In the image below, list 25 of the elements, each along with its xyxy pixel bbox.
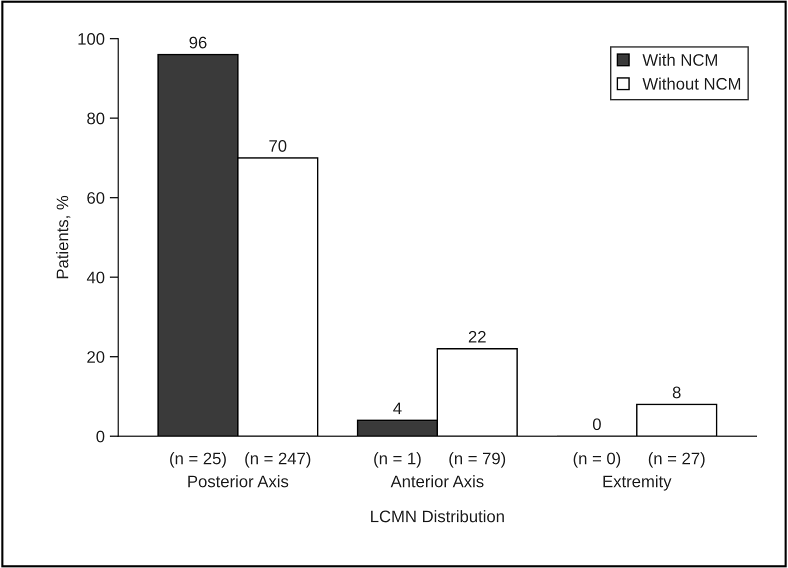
text: (n = 27)	[648, 452, 705, 468]
x-tick-label: Posterior Axis	[188, 475, 288, 488]
data-label: 22	[468, 330, 486, 343]
text: (n = 247)	[245, 452, 310, 468]
y-tick-label: 100	[78, 33, 104, 45]
data-label: 70	[269, 140, 286, 152]
y-axis-title: Patients, %	[56, 196, 70, 278]
text: (n = 25)	[170, 452, 226, 468]
x-tick-label: Anterior Axis	[390, 475, 484, 488]
x-axis-title: LCMN Distribution	[371, 510, 504, 522]
legend-label: Without NCM	[642, 77, 740, 90]
y-tick-label: 40	[86, 272, 104, 284]
y-tick-label: 60	[87, 192, 104, 204]
data-label: 4	[393, 402, 402, 414]
data-label: 0	[592, 418, 601, 430]
y-tick-label: 0	[96, 430, 104, 442]
data-label: 96	[190, 36, 207, 48]
y-tick-label: 80	[87, 112, 104, 124]
text: (n = 1)	[374, 452, 421, 468]
x-tick-label: Extremity	[603, 475, 672, 491]
text: (n = 0)	[574, 452, 620, 468]
text: (n = 79)	[449, 452, 506, 468]
y-tick-label: 20	[87, 351, 104, 363]
data-label: 8	[672, 386, 681, 398]
legend-label: With NCM	[642, 54, 717, 66]
